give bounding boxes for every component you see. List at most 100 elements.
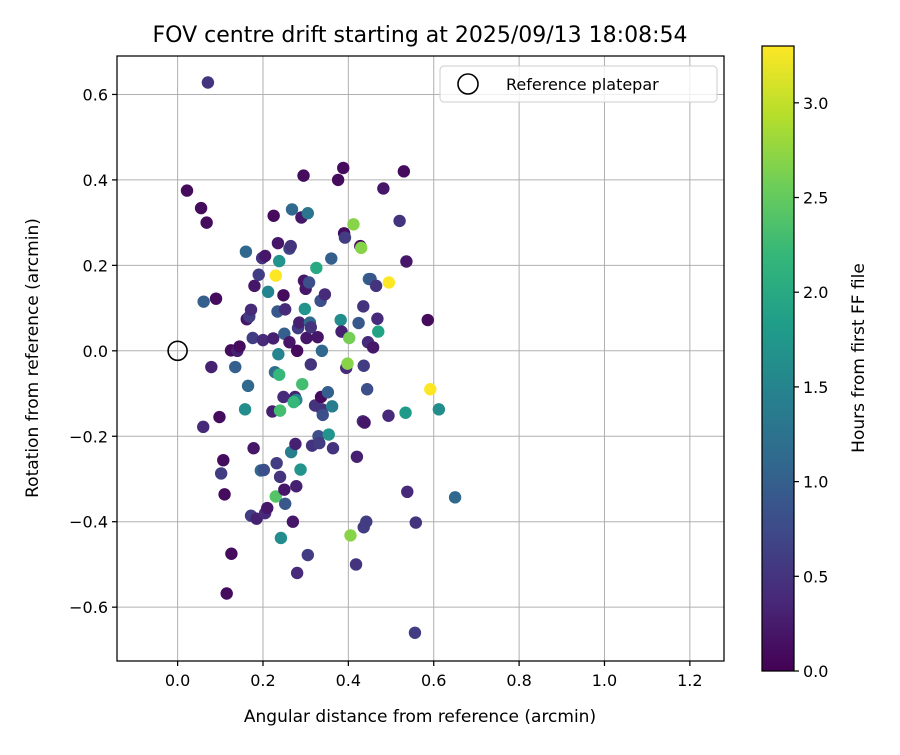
scatter-point: [244, 303, 258, 316]
scatter-point: [217, 453, 230, 467]
y-axis-label: Rotation from reference (arcmin): [23, 218, 43, 498]
chart-title: FOV centre drift starting at 2025/09/13 …: [153, 23, 688, 48]
scatter-point: [273, 254, 286, 268]
legend-label-reference: Reference platepar: [506, 75, 659, 94]
scatter-point: [294, 463, 307, 476]
scatter-point: [246, 331, 259, 345]
scatter-point: [304, 321, 317, 334]
scatter-point: [269, 490, 282, 503]
scatter-point: [238, 403, 252, 416]
x-tick-label: 0.2: [250, 671, 275, 690]
scatter-point: [382, 409, 395, 422]
scatter-point: [197, 295, 210, 308]
scatter-point: [248, 279, 261, 293]
scatter-point: [256, 333, 270, 347]
colorbar-label: Hours from first FF file: [849, 263, 869, 453]
scatter-point: [382, 276, 396, 289]
colorbar-tick-label: 0.5: [803, 567, 828, 586]
scatter-point: [229, 360, 242, 374]
x-tick-label: 0.4: [336, 671, 361, 690]
colorbar-tick-label: 3.0: [803, 94, 828, 113]
scatter-point: [296, 377, 309, 391]
scatter-point: [261, 285, 275, 299]
scatter-point: [432, 403, 446, 416]
scatter-point: [273, 470, 287, 484]
scatter-point: [220, 587, 233, 600]
scatter-point: [267, 209, 280, 222]
scatter-point: [285, 203, 299, 216]
scatter-point: [297, 169, 310, 182]
scatter-point: [397, 165, 411, 178]
scatter-point: [290, 566, 304, 580]
scatter-point: [315, 344, 329, 358]
scatter-point: [369, 279, 383, 293]
legend-box: [439, 65, 718, 103]
scatter-point: [341, 357, 354, 370]
x-tick-label: 0.6: [421, 671, 446, 690]
scatter-point: [225, 547, 238, 560]
scatter-point: [258, 249, 272, 263]
colorbar-tick-label: 1.0: [803, 473, 828, 492]
scatter-point: [318, 288, 332, 301]
scatter-point: [257, 463, 271, 477]
y-tick-label: −0.2: [69, 427, 108, 446]
scatter-point: [349, 558, 363, 571]
scatter-point: [278, 483, 291, 496]
scatter-point: [218, 488, 231, 501]
scatter-point: [322, 428, 335, 441]
scatter-point: [366, 341, 380, 354]
scatter-point: [270, 456, 283, 470]
scatter-point: [298, 302, 312, 316]
scatter-point: [201, 76, 215, 89]
points-layer: [180, 76, 462, 639]
scatter-point: [347, 218, 360, 231]
scatter-point: [209, 292, 223, 305]
scatter-point: [331, 173, 345, 187]
scatter-point: [287, 395, 300, 409]
scatter-point: [302, 276, 316, 289]
colorbar: 0.0 0.5 1.0 1.5 2.0 2.5 3.0 Hours from first F…: [761, 45, 869, 681]
scatter-point: [278, 497, 292, 510]
scatter-point: [261, 501, 274, 515]
scatter-point: [360, 515, 373, 528]
scatter-point: [239, 245, 253, 258]
scatter-point: [311, 330, 324, 344]
x-tick-label: 0.0: [165, 671, 190, 690]
scatter-point: [337, 161, 350, 175]
scatter-point: [300, 331, 313, 345]
ticks-layer: 0.0 0.2 0.4 0.6 0.8 1.0 1.2 −0.6 −0.4 −0.2 0.0 0.2 0…: [69, 85, 702, 690]
scatter-point: [271, 236, 285, 250]
scatter-point: [354, 241, 368, 255]
scatter-point: [214, 467, 228, 480]
y-tick-label: 0.2: [83, 256, 108, 275]
scatter-point: [200, 216, 213, 229]
scatter-point: [313, 436, 326, 450]
scatter-point: [241, 379, 255, 393]
scatter-point: [358, 416, 371, 429]
scatter-point: [357, 359, 370, 372]
scatter-point: [399, 406, 412, 419]
scatter-point: [408, 626, 422, 639]
y-tick-label: 0.6: [83, 85, 108, 104]
scatter-point: [247, 442, 260, 455]
scatter-point: [377, 182, 390, 195]
scatter-point: [283, 336, 296, 349]
scatter-point: [321, 386, 335, 399]
x-tick-label: 1.2: [677, 671, 702, 690]
scatter-point: [278, 303, 292, 316]
scatter-point: [360, 383, 374, 396]
y-tick-label: 0.4: [83, 171, 108, 190]
scatter-point: [357, 300, 370, 313]
scatter-point: [371, 312, 384, 325]
scatter-point: [325, 400, 339, 413]
axes-frame: [116, 55, 725, 662]
x-tick-label: 1.0: [592, 671, 617, 690]
scatter-point: [421, 313, 434, 327]
scatter-point: [194, 201, 208, 215]
scatter-point: [284, 239, 297, 253]
scatter-point: [273, 404, 287, 417]
x-tick-label: 0.8: [506, 671, 531, 690]
scatter-point: [310, 261, 323, 275]
